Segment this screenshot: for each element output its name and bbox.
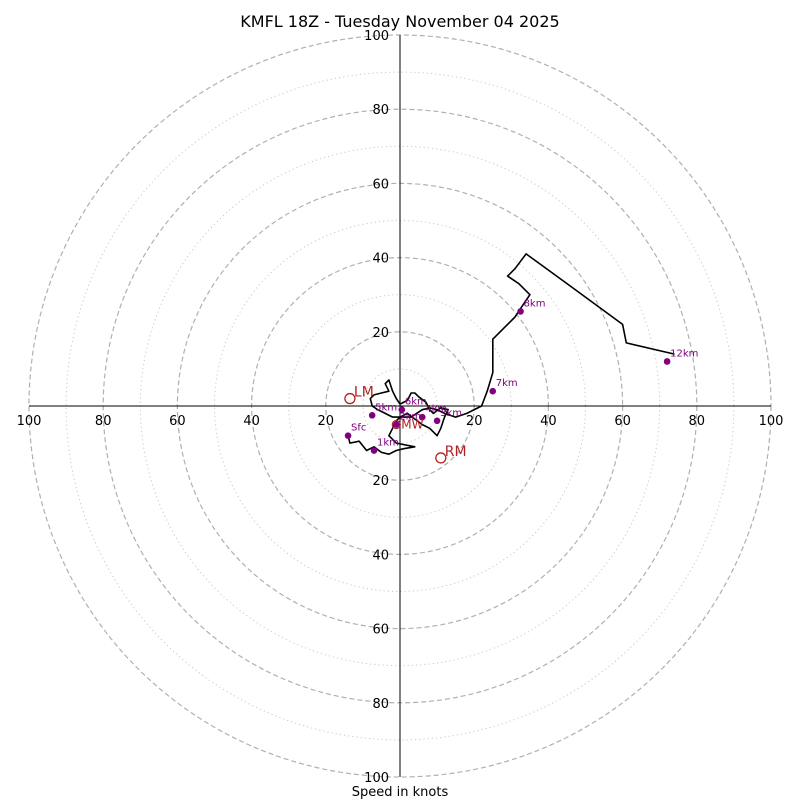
y-tick-label: 40: [372, 252, 389, 267]
y-tick-label: 60: [372, 623, 389, 638]
height-label-12km: 12km: [670, 348, 698, 359]
height-label-2km: 2km: [399, 412, 421, 423]
height-label-sfc: Sfc: [351, 423, 366, 434]
x-tick-label: 60: [614, 414, 631, 429]
y-tick-label: 20: [372, 326, 389, 341]
height-label-8km: 8km: [524, 298, 546, 309]
height-marker-3km: [433, 417, 441, 425]
x-tick-label: 80: [95, 414, 112, 429]
y-tick-label: 100: [364, 29, 389, 44]
height-label-1km: 1km: [377, 438, 399, 449]
height-marker-sfc: [344, 432, 352, 439]
x-tick-label: 100: [17, 414, 42, 429]
y-tick-label: 20: [372, 474, 389, 489]
x-tick-label: 40: [540, 414, 557, 429]
y-tick-label: 40: [372, 548, 389, 563]
x-tick-label: 100: [759, 414, 784, 429]
height-label-3km: 3km: [440, 408, 462, 419]
height-marker-8km: [517, 308, 524, 315]
height-marker-6km: [398, 406, 406, 414]
hodograph-trace-layer: [347, 253, 675, 456]
storm-motion-lm: [344, 392, 356, 405]
storm-motion-label-lm: LM: [354, 385, 374, 401]
hodograph-trace: [347, 253, 675, 456]
y-tick-label: 100: [364, 771, 389, 786]
mean-wind-marker: [391, 419, 401, 430]
chart-title: KMFL 18Z - Tuesday November 04 2025: [240, 12, 559, 31]
y-tick-label: 60: [372, 177, 389, 192]
height-marker-7km: [489, 387, 497, 395]
storm-motion-rm: [435, 452, 447, 464]
x-tick-label: 80: [689, 414, 706, 429]
tick-labels: 100 80 60 40 20 20 40 60 80 100 100 80 60 40 20 20 40 60 8…: [17, 29, 784, 786]
height-label-6km: 6km: [405, 397, 427, 408]
height-label-5km: 5km: [375, 402, 397, 413]
x-tick-label: 20: [466, 414, 483, 429]
mean-wind-label: MW: [401, 418, 423, 432]
storm-motion-markers: MW LM RM: [344, 385, 467, 464]
storm-motion-label-rm: RM: [445, 444, 467, 460]
height-marker-4km: [418, 413, 426, 421]
x-tick-label: 60: [169, 414, 186, 429]
y-tick-label: 80: [372, 697, 389, 712]
axes: [29, 35, 771, 777]
y-tick-label: 80: [372, 103, 389, 118]
height-marker-5km: [368, 411, 376, 419]
height-marker-2km: [392, 421, 400, 428]
height-label-7km: 7km: [496, 378, 518, 389]
x-tick-label: 40: [243, 414, 260, 429]
height-label-4km: 4km: [425, 404, 447, 415]
x-axis-label: Speed in knots: [352, 785, 449, 800]
height-marker-1km: [370, 447, 378, 454]
x-tick-label: 20: [318, 414, 335, 429]
height-marker-12km: [663, 358, 671, 365]
